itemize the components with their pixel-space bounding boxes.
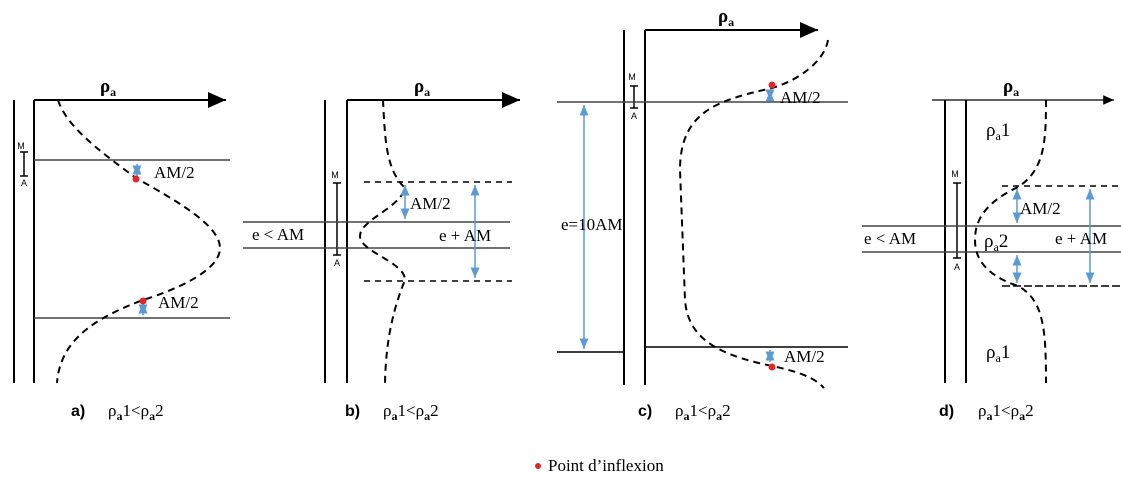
electrode-device: M A bbox=[951, 169, 961, 272]
inflexion-point bbox=[768, 363, 776, 371]
am-half-label-top: AM/2 bbox=[780, 88, 821, 107]
inflexion-point-icon bbox=[535, 463, 541, 469]
inflexion-point bbox=[768, 81, 776, 89]
electrode-device: M A bbox=[331, 170, 341, 268]
caption-b: b) bbox=[345, 403, 360, 420]
inflexion-point bbox=[132, 175, 140, 183]
electrode-device: M A bbox=[628, 72, 638, 121]
legend: Point d’inflexion bbox=[535, 456, 664, 475]
caption-d-condition: ρa1<ρa2 bbox=[978, 401, 1034, 423]
panel-d: ρa M A e < AM AM/2 e + AM ρa1 ρa2 ρa1 d)… bbox=[862, 76, 1121, 423]
layer-rho1-top: ρa1 bbox=[986, 120, 1010, 143]
am-half-label-bottom: AM/2 bbox=[784, 347, 825, 366]
rho-axis-label: ρa bbox=[1003, 76, 1019, 99]
am-half-label-bottom: AM/2 bbox=[158, 293, 199, 312]
caption-d: d) bbox=[939, 403, 954, 420]
rho-axis-label: ρa bbox=[414, 76, 430, 99]
panel-c: ρa M A e=10AM AM/2 AM/2 c) ρa1<ρa2 bbox=[557, 6, 848, 423]
thin-layer-label: e < AM bbox=[864, 229, 916, 248]
panel-a: ρa M A AM/2 AM/2 a) ρa1<ρa2 bbox=[13, 76, 230, 423]
am-half-label: AM/2 bbox=[1020, 199, 1061, 218]
svg-text:A: A bbox=[334, 258, 340, 268]
am-half-label-top: AM/2 bbox=[154, 163, 195, 182]
legend-label: Point d’inflexion bbox=[548, 456, 664, 475]
e-plus-am-label: e + AM bbox=[439, 226, 491, 245]
resistivity-curve bbox=[973, 99, 1047, 384]
caption-a: a) bbox=[71, 403, 85, 420]
rho-axis-label: ρa bbox=[718, 6, 734, 29]
caption-a-condition: ρa1<ρa2 bbox=[108, 401, 164, 423]
caption-c: c) bbox=[638, 403, 652, 420]
am-half-label: AM/2 bbox=[410, 194, 451, 213]
layer-rho2: ρa2 bbox=[984, 231, 1008, 254]
inflexion-point bbox=[139, 297, 147, 305]
svg-text:M: M bbox=[331, 170, 339, 180]
caption-c-condition: ρa1<ρa2 bbox=[675, 401, 731, 423]
caption-b-condition: ρa1<ρa2 bbox=[383, 401, 439, 423]
electrode-a-label: A bbox=[21, 178, 27, 188]
thick-layer-label: e=10AM bbox=[561, 215, 623, 234]
layer-rho1-bottom: ρa1 bbox=[986, 342, 1010, 365]
e-plus-am-label: e + AM bbox=[1055, 229, 1107, 248]
electrode-device: M A bbox=[17, 141, 28, 188]
resistivity-curve bbox=[358, 99, 407, 384]
svg-text:A: A bbox=[954, 262, 960, 272]
svg-text:M: M bbox=[951, 169, 959, 179]
rho-axis-label: ρa bbox=[100, 76, 116, 99]
panel-b: ρa M A e < AM AM/2 e + AM b) ρa1<ρa2 bbox=[243, 76, 520, 423]
svg-text:A: A bbox=[631, 111, 637, 121]
svg-text:M: M bbox=[628, 72, 636, 82]
electrode-m-label: M bbox=[17, 141, 25, 151]
thin-layer-label: e < AM bbox=[252, 225, 304, 244]
resistivity-curve bbox=[56, 99, 222, 384]
